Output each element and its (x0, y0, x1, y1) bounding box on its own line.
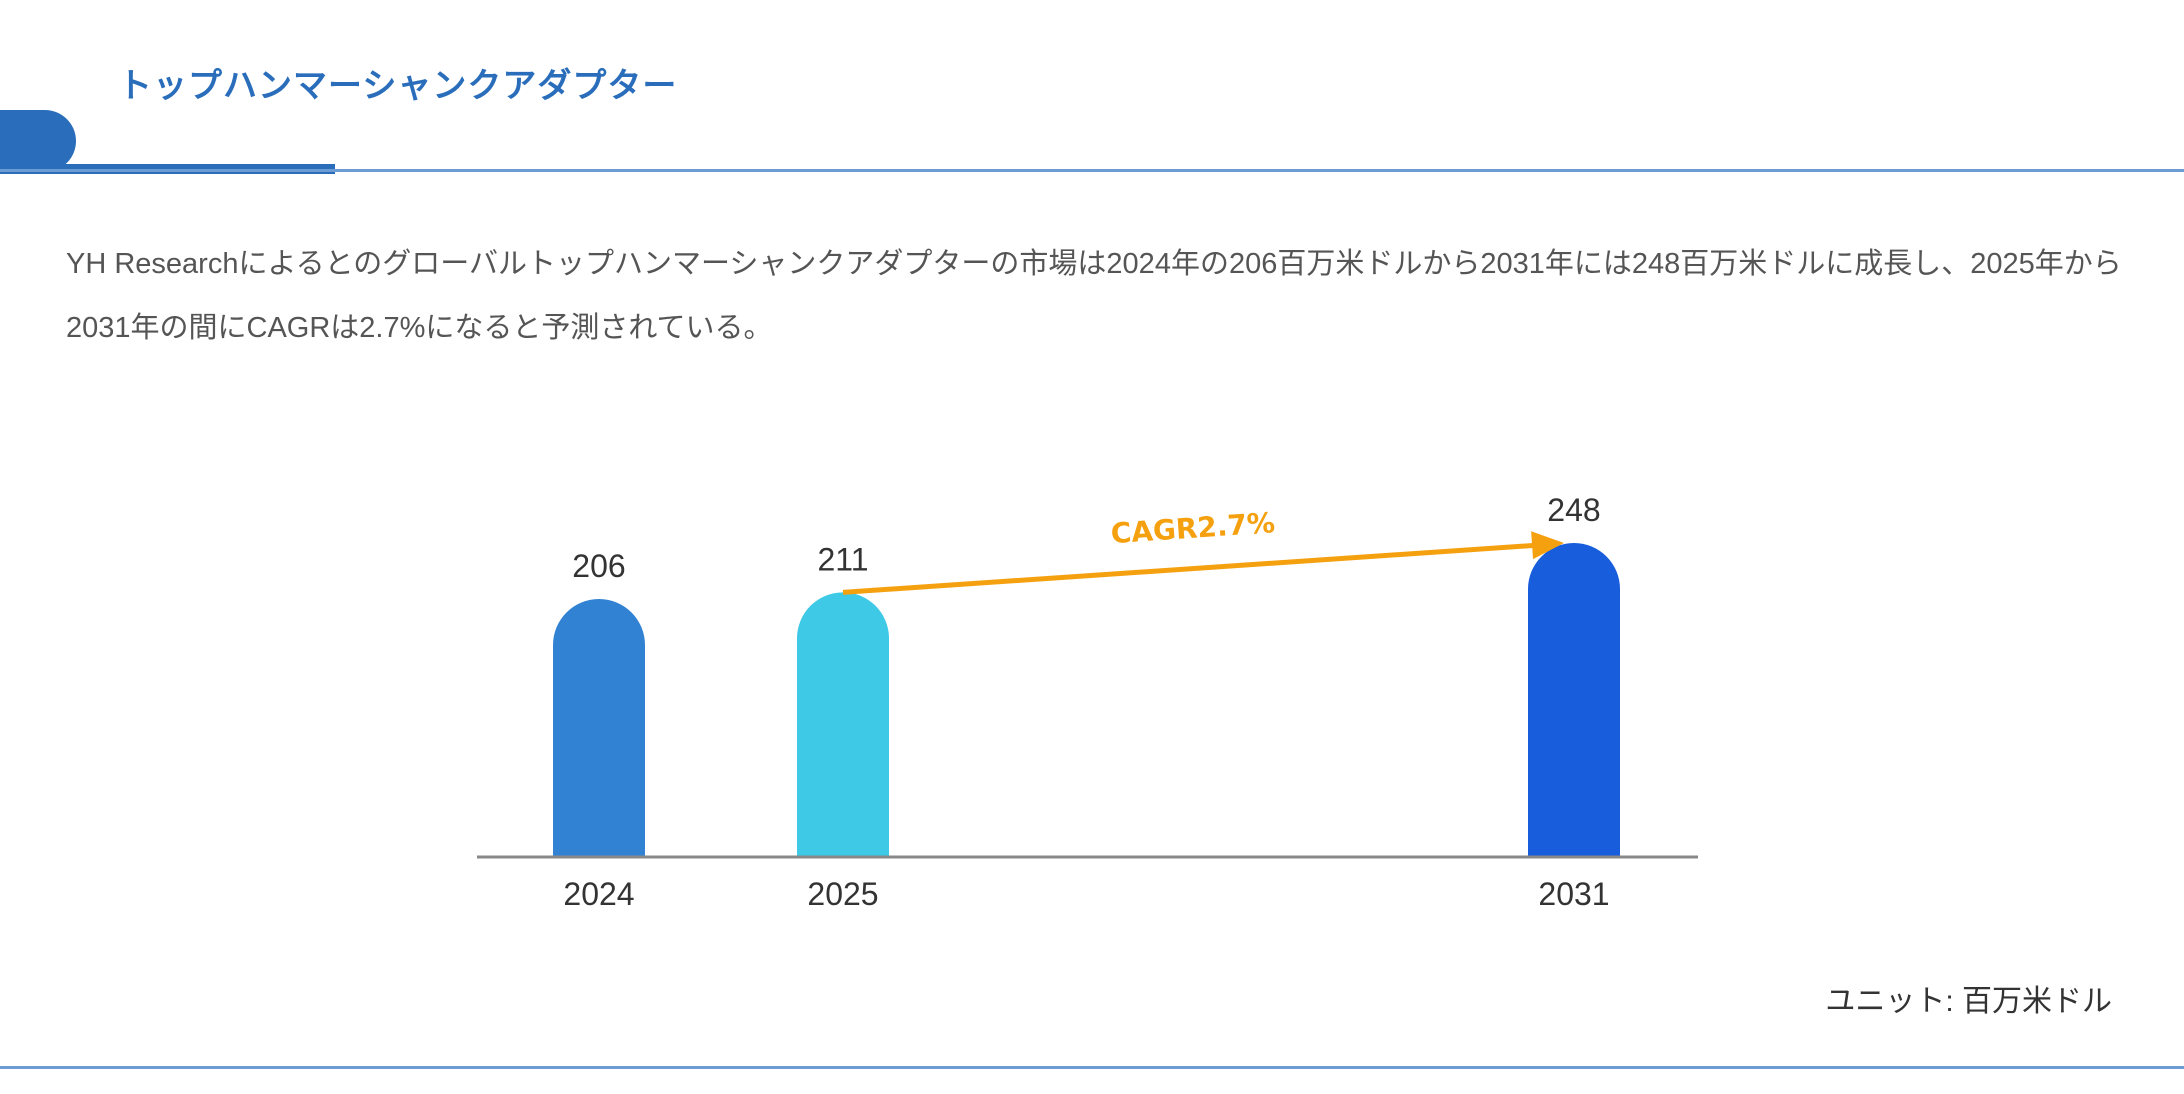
section-title: トップハンマーシャンクアダプター (118, 67, 678, 105)
bar-2024 (553, 599, 645, 857)
cagr-arrow-line (842, 542, 1541, 595)
category-label-2024: 2024 (563, 876, 634, 912)
header-decoration (0, 110, 76, 172)
category-label-2031: 2031 (1538, 876, 1609, 912)
value-label-2031: 248 (1547, 492, 1600, 528)
unit-label: ユニット: 百万米ドル (1825, 985, 2112, 1018)
header-divider (0, 169, 2184, 172)
category-label-2025: 2025 (807, 876, 878, 912)
value-label-2024: 206 (572, 548, 625, 584)
value-label-2025: 211 (817, 541, 868, 577)
market-description: YH Researchによるとのグローバルトップハンマーシャンクアダプターの市場… (66, 248, 2122, 344)
cagr-label: CAGR2.7% (1110, 506, 1276, 550)
cagr-arrow-head-icon (1531, 531, 1564, 560)
bar-2031 (1528, 543, 1620, 857)
bottom-divider (0, 1066, 2184, 1069)
bar-2025 (797, 592, 890, 857)
